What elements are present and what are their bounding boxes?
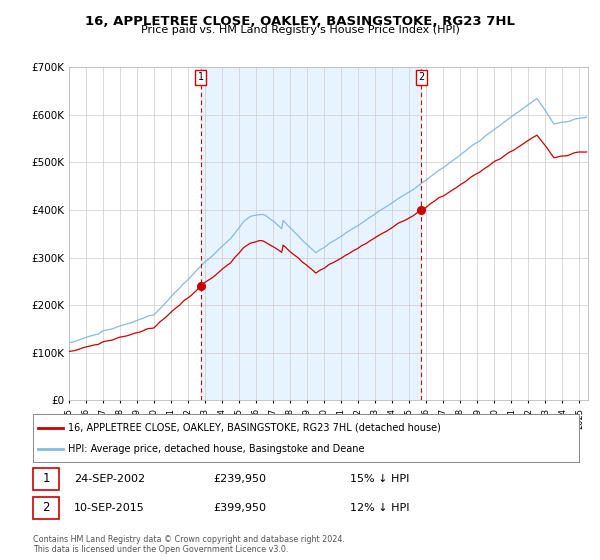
Text: 1: 1 <box>43 473 50 486</box>
Text: 2: 2 <box>418 72 424 82</box>
Text: 15% ↓ HPI: 15% ↓ HPI <box>350 474 409 484</box>
Text: £399,950: £399,950 <box>213 503 266 513</box>
Text: 1: 1 <box>197 72 203 82</box>
Text: 16, APPLETREE CLOSE, OAKLEY, BASINGSTOKE, RG23 7HL: 16, APPLETREE CLOSE, OAKLEY, BASINGSTOKE… <box>85 15 515 27</box>
Text: 2: 2 <box>43 501 50 514</box>
Text: 12% ↓ HPI: 12% ↓ HPI <box>350 503 409 513</box>
Bar <box>33 468 59 490</box>
Text: 10-SEP-2015: 10-SEP-2015 <box>74 503 145 513</box>
Bar <box>200 67 421 400</box>
Text: Price paid vs. HM Land Registry's House Price Index (HPI): Price paid vs. HM Land Registry's House … <box>140 25 460 35</box>
Text: 16, APPLETREE CLOSE, OAKLEY, BASINGSTOKE, RG23 7HL (detached house): 16, APPLETREE CLOSE, OAKLEY, BASINGSTOKE… <box>68 423 442 433</box>
Text: Contains HM Land Registry data © Crown copyright and database right 2024.
This d: Contains HM Land Registry data © Crown c… <box>33 535 345 554</box>
Bar <box>33 497 59 519</box>
Text: £239,950: £239,950 <box>213 474 266 484</box>
Text: 24-SEP-2002: 24-SEP-2002 <box>74 474 145 484</box>
Text: HPI: Average price, detached house, Basingstoke and Deane: HPI: Average price, detached house, Basi… <box>68 444 365 454</box>
